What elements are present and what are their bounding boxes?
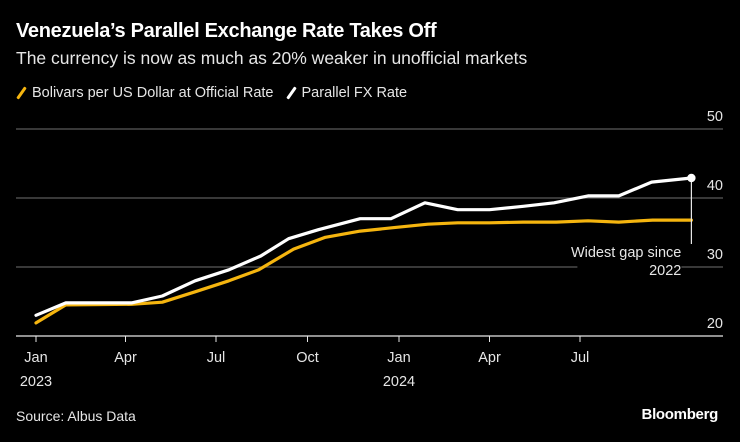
x-tick-label: Apr <box>478 350 501 366</box>
annotation-marker <box>687 173 696 183</box>
x-tick-label: Oct <box>296 350 319 366</box>
annotation: Widest gap since 2022 <box>571 173 696 279</box>
x-tick-label: Jan <box>24 350 47 366</box>
chart-title: Venezuela’s Parallel Exchange Rate Takes… <box>16 20 437 42</box>
x-tick-year-label: 2023 <box>20 374 52 390</box>
source-note: Source: Albus Data <box>16 408 136 424</box>
x-tick-label: Jul <box>207 350 226 366</box>
annotation-text-background <box>577 241 682 277</box>
bloomberg-logo: Bloomberg <box>641 406 719 423</box>
chart-subtitle: The currency is now as much as 20% weake… <box>16 48 528 68</box>
legend-item-parallel: Parallel FX Rate <box>285 85 408 101</box>
x-tick-year-label: 2024 <box>383 374 415 390</box>
y-axis-labels: 20 30 40 50 <box>707 109 723 332</box>
y-tick-label: 40 <box>707 178 723 194</box>
series-lines <box>34 176 694 325</box>
y-tick-label: 50 <box>707 109 723 125</box>
x-axis: Jan 2023 Apr Jul Oct Jan 2024 Apr Jul <box>16 335 723 390</box>
annotation-text: 2022 <box>649 263 681 279</box>
x-tick-label: Jan <box>387 350 410 366</box>
legend-label-official: Bolivars per US Dollar at Official Rate <box>32 85 274 101</box>
series-line-official <box>34 218 694 325</box>
y-tick-label: 20 <box>707 316 723 332</box>
x-tick-label: Jul <box>571 350 590 366</box>
legend-item-official: Bolivars per US Dollar at Official Rate <box>16 85 274 101</box>
legend: Bolivars per US Dollar at Official Rate … <box>16 85 419 101</box>
series-line-parallel <box>34 176 694 317</box>
legend-label-parallel: Parallel FX Rate <box>301 85 408 101</box>
x-tick-label: Apr <box>114 350 137 366</box>
y-tick-label: 30 <box>707 247 723 263</box>
annotation-text: Widest gap since <box>571 245 681 261</box>
